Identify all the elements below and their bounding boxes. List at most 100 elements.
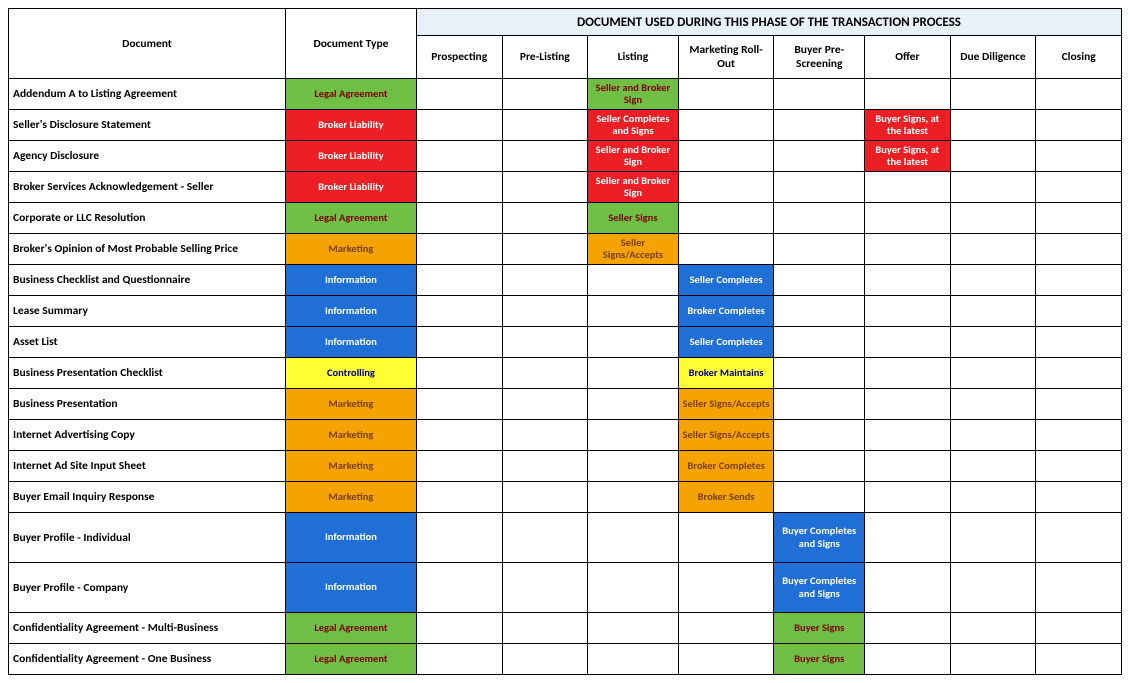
phase-cell: Broker Sends	[678, 482, 774, 513]
table-row: Buyer Profile - IndividualInformationBuy…	[9, 513, 1122, 563]
phase-cell	[865, 613, 951, 644]
phase-cell	[950, 79, 1036, 110]
phase-cell	[774, 172, 865, 203]
phase-cell	[588, 513, 679, 563]
document-name: Business Presentation Checklist	[9, 358, 286, 389]
phase-cell	[774, 451, 865, 482]
document-name: Internet Advertising Copy	[9, 420, 286, 451]
phase-cell	[588, 358, 679, 389]
phase-cell	[774, 358, 865, 389]
phase-cell	[1036, 420, 1122, 451]
phase-cell	[416, 613, 502, 644]
table-row: Seller's Disclosure StatementBroker Liab…	[9, 110, 1122, 141]
document-name: Buyer Profile - Individual	[9, 513, 286, 563]
phase-cell	[1036, 513, 1122, 563]
phase-cell	[502, 203, 588, 234]
phase-cell	[678, 513, 774, 563]
phase-cell	[865, 79, 951, 110]
phase-cell	[774, 234, 865, 265]
phase-cell	[588, 265, 679, 296]
document-name: Buyer Profile - Company	[9, 563, 286, 613]
phase-cell: Buyer Signs	[774, 613, 865, 644]
table-row: Business Presentation ChecklistControlli…	[9, 358, 1122, 389]
table-row: Broker's Opinion of Most Probable Sellin…	[9, 234, 1122, 265]
phase-cell: Seller Completes	[678, 265, 774, 296]
phase-cell	[865, 358, 951, 389]
phase-cell	[588, 451, 679, 482]
phase-cell: Buyer Completes and Signs	[774, 563, 865, 613]
phase-cell	[416, 203, 502, 234]
phase-cell	[1036, 172, 1122, 203]
table-row: Addendum A to Listing AgreementLegal Agr…	[9, 79, 1122, 110]
table-row: Corporate or LLC ResolutionLegal Agreeme…	[9, 203, 1122, 234]
phase-cell	[774, 296, 865, 327]
phase-cell: Buyer Signs, at the latest	[865, 141, 951, 172]
phase-cell	[588, 389, 679, 420]
phase-cell	[1036, 613, 1122, 644]
phase-cell	[865, 451, 951, 482]
phase-cell	[1036, 389, 1122, 420]
document-name: Asset List	[9, 327, 286, 358]
document-name: Corporate or LLC Resolution	[9, 203, 286, 234]
phase-cell	[588, 482, 679, 513]
phase-cell	[678, 234, 774, 265]
document-type: Marketing	[285, 420, 416, 451]
col-phase: Marketing Roll-Out	[678, 36, 774, 79]
phase-cell	[416, 389, 502, 420]
phase-cell	[678, 141, 774, 172]
phase-cell	[865, 513, 951, 563]
phase-cell	[416, 234, 502, 265]
phase-cell	[1036, 482, 1122, 513]
document-name: Internet Ad Site Input Sheet	[9, 451, 286, 482]
phase-cell	[950, 420, 1036, 451]
document-type: Marketing	[285, 389, 416, 420]
phase-cell: Broker Maintains	[678, 358, 774, 389]
phase-cell: Broker Completes	[678, 296, 774, 327]
document-type: Controlling	[285, 358, 416, 389]
phase-cell	[502, 79, 588, 110]
phase-cell	[950, 172, 1036, 203]
document-type: Information	[285, 296, 416, 327]
phase-cell	[774, 141, 865, 172]
phase-cell	[416, 79, 502, 110]
phase-cell	[950, 296, 1036, 327]
phase-cell	[588, 420, 679, 451]
document-name: Addendum A to Listing Agreement	[9, 79, 286, 110]
phase-cell	[950, 482, 1036, 513]
phase-cell	[502, 172, 588, 203]
table-row: Lease SummaryInformationBroker Completes	[9, 296, 1122, 327]
table-row: Broker Services Acknowledgement - Seller…	[9, 172, 1122, 203]
phase-cell: Buyer Signs, at the latest	[865, 110, 951, 141]
phase-cell: Seller Signs	[588, 203, 679, 234]
phase-cell	[502, 482, 588, 513]
table-row: Business PresentationMarketingSeller Sig…	[9, 389, 1122, 420]
document-type: Legal Agreement	[285, 79, 416, 110]
phase-cell: Seller and Broker Sign	[588, 172, 679, 203]
document-type: Information	[285, 265, 416, 296]
col-document-type: Document Type	[285, 9, 416, 79]
phase-cell	[502, 563, 588, 613]
document-name: Broker Services Acknowledgement - Seller	[9, 172, 286, 203]
phase-cell	[502, 296, 588, 327]
phase-cell	[865, 172, 951, 203]
phase-cell	[950, 327, 1036, 358]
phase-cell	[416, 172, 502, 203]
phase-cell	[416, 482, 502, 513]
phase-cell	[950, 265, 1036, 296]
table-row: Confidentiality Agreement - Multi-Busine…	[9, 613, 1122, 644]
phase-cell	[678, 203, 774, 234]
phase-cell	[865, 296, 951, 327]
phase-cell	[774, 203, 865, 234]
phase-cell	[950, 358, 1036, 389]
table-row: Internet Ad Site Input SheetMarketingBro…	[9, 451, 1122, 482]
phase-cell: Broker Completes	[678, 451, 774, 482]
phase-cell	[865, 389, 951, 420]
phase-cell	[950, 513, 1036, 563]
document-name: Confidentiality Agreement - Multi-Busine…	[9, 613, 286, 644]
document-type: Legal Agreement	[285, 613, 416, 644]
phase-cell	[774, 79, 865, 110]
col-phase: Prospecting	[416, 36, 502, 79]
phase-banner: DOCUMENT USED DURING THIS PHASE OF THE T…	[416, 9, 1121, 36]
phase-cell	[588, 613, 679, 644]
phase-cell: Seller and Broker Sign	[588, 79, 679, 110]
